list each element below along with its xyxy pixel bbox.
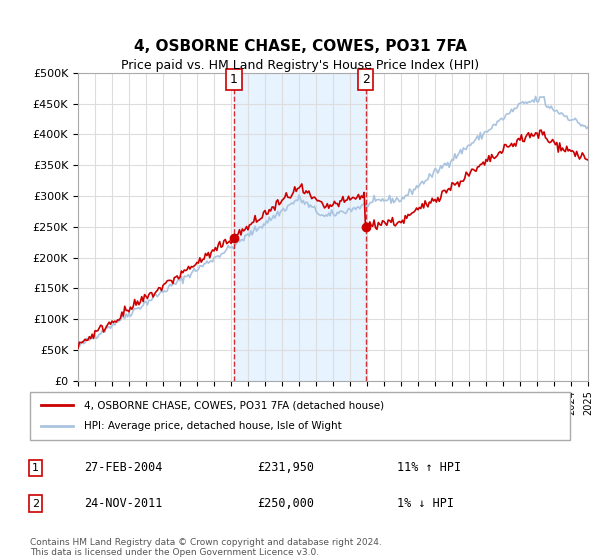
Text: 24-NOV-2011: 24-NOV-2011	[84, 497, 163, 510]
Text: 2: 2	[362, 73, 370, 86]
Text: 11% ↑ HPI: 11% ↑ HPI	[397, 461, 461, 474]
Text: 4, OSBORNE CHASE, COWES, PO31 7FA: 4, OSBORNE CHASE, COWES, PO31 7FA	[134, 39, 466, 54]
Text: Contains HM Land Registry data © Crown copyright and database right 2024.
This d: Contains HM Land Registry data © Crown c…	[30, 538, 382, 557]
Text: Price paid vs. HM Land Registry's House Price Index (HPI): Price paid vs. HM Land Registry's House …	[121, 59, 479, 72]
Text: 1: 1	[230, 73, 238, 86]
Text: £250,000: £250,000	[257, 497, 314, 510]
Text: 4, OSBORNE CHASE, COWES, PO31 7FA (detached house): 4, OSBORNE CHASE, COWES, PO31 7FA (detac…	[84, 400, 384, 410]
Bar	[234, 73, 365, 381]
Text: £231,950: £231,950	[257, 461, 314, 474]
Text: 27-FEB-2004: 27-FEB-2004	[84, 461, 163, 474]
Text: HPI: Average price, detached house, Isle of Wight: HPI: Average price, detached house, Isle…	[84, 421, 342, 431]
Text: 1% ↓ HPI: 1% ↓ HPI	[397, 497, 454, 510]
Text: 1: 1	[32, 463, 39, 473]
Text: 2: 2	[32, 498, 39, 508]
FancyBboxPatch shape	[30, 392, 570, 440]
